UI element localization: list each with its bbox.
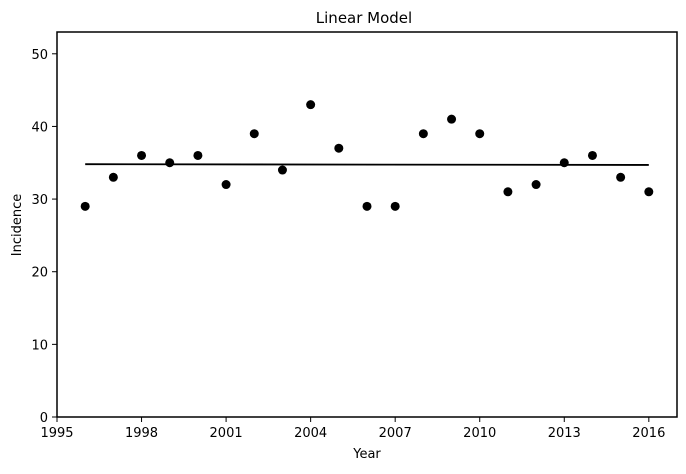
data-point [503,187,513,197]
data-point [165,158,175,168]
data-point [418,129,428,139]
x-tick-label: 2010 [463,426,496,441]
regression-line [85,163,649,166]
x-tick-label: 2016 [632,426,665,441]
y-tick-label: 50 [31,48,48,63]
data-point [559,158,569,168]
chart-title: Linear Model [316,9,412,27]
data-point [531,180,541,190]
data-point [221,180,231,190]
x-tick-label: 1998 [125,426,158,441]
y-tick-label: 40 [31,120,48,135]
data-point [108,172,118,182]
x-tick-label: 2004 [294,426,327,441]
x-tick-label: 1995 [40,426,73,441]
data-point [644,187,654,197]
x-tick-label: 2001 [210,426,243,441]
y-tick-label: 0 [40,411,48,426]
plot-frame [56,31,678,418]
data-point [362,201,372,211]
data-point [447,114,457,124]
data-point [277,165,287,175]
data-point [80,201,90,211]
y-tick-label: 20 [31,266,48,281]
y-axis-label: Incidence [10,194,25,256]
data-point [587,150,597,160]
plot-area: 1995 1998 2001 2004 2007 2010 2013 2016 0 10 20 30 4… [31,31,678,441]
x-axis-label: Year [352,447,381,462]
data-point [390,201,400,211]
data-point [616,172,626,182]
x-tick-label: 2007 [379,426,412,441]
data-point [137,150,147,160]
x-tick-label: 2013 [548,426,581,441]
data-point [306,100,316,110]
data-point [193,150,203,160]
y-tick-label: 30 [31,193,48,208]
y-tick-label: 10 [31,338,48,353]
data-point [334,143,344,153]
data-point [249,129,259,139]
data-point [475,129,485,139]
